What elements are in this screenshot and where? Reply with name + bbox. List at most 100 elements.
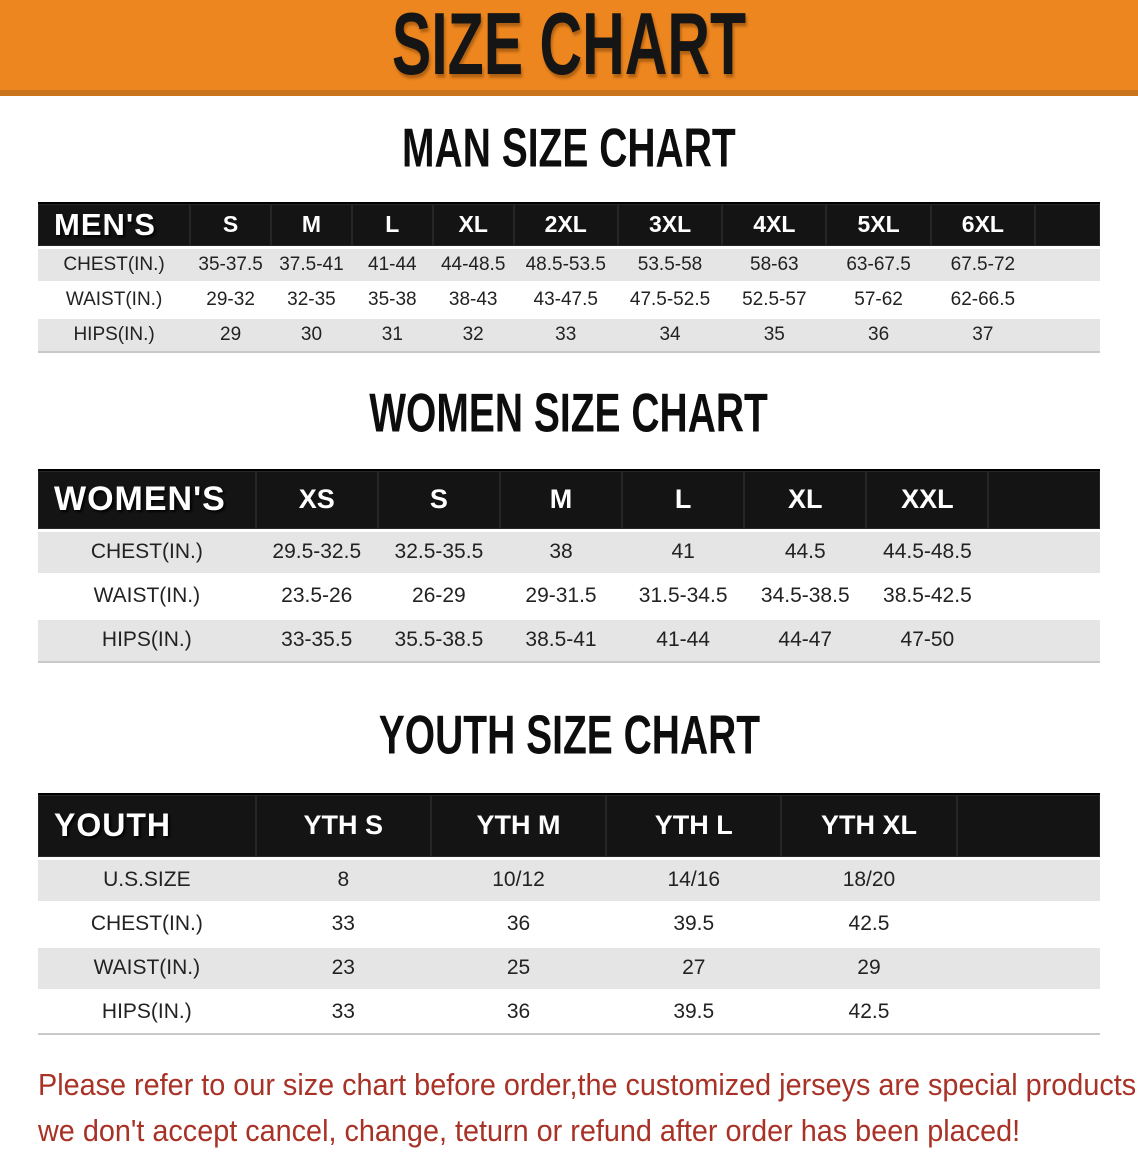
size-column-header: YTH XL — [781, 793, 957, 859]
size-value-cell: 37 — [930, 315, 1036, 352]
table-row: HIPS(IN.) 33 36 39.5 42.5 — [38, 988, 1100, 1034]
size-value-cell: 44-47 — [744, 616, 867, 662]
size-value-cell: 41-44 — [351, 245, 433, 282]
size-column-header: XS — [255, 469, 378, 531]
size-column-header: 6XL — [930, 202, 1036, 248]
order-disclaimer: Please refer to our size chart before or… — [38, 1063, 1138, 1155]
spacer-cell — [956, 793, 1100, 859]
size-value-cell: 35.5-38.5 — [377, 616, 500, 662]
size-value-cell: 33 — [255, 988, 431, 1034]
size-value-cell: 57-62 — [826, 280, 931, 317]
size-value-cell: 35-38 — [351, 280, 433, 317]
size-value-cell: 18/20 — [781, 856, 957, 902]
size-column-header: M — [499, 469, 623, 531]
size-column-header: S — [377, 469, 500, 531]
size-value-cell: 36 — [826, 315, 931, 352]
size-value-cell: 8 — [255, 856, 431, 902]
measure-label: U.S.SIZE — [38, 856, 256, 902]
spacer-cell — [1035, 202, 1100, 248]
size-value-cell: 41-44 — [622, 616, 745, 662]
size-value-cell: 63-67.5 — [826, 245, 931, 282]
men-size-table: MEN'S S M L XL 2XL 3XL 4XL 5XL 6XL CHEST(IN.) 35-37… — [38, 202, 1100, 353]
size-value-cell: 47.5-52.5 — [617, 280, 723, 317]
measure-label: WAIST(IN.) — [38, 944, 256, 990]
size-value-cell: 39.5 — [606, 988, 782, 1034]
size-column-header: M — [271, 202, 352, 248]
size-value-cell: 33 — [255, 900, 431, 946]
size-value-cell: 32 — [432, 315, 514, 352]
spacer-cell — [1035, 280, 1100, 317]
size-column-header: 2XL — [513, 202, 618, 248]
size-value-cell: 27 — [606, 944, 782, 990]
size-value-cell: 29-31.5 — [499, 572, 623, 618]
measure-label: WAIST(IN.) — [38, 280, 191, 317]
size-column-header: S — [190, 202, 272, 248]
size-value-cell: 36 — [430, 988, 607, 1034]
size-value-cell: 10/12 — [430, 856, 607, 902]
size-value-cell: 53.5-58 — [617, 245, 723, 282]
spacer-cell — [956, 856, 1100, 902]
size-column-header: XL — [432, 202, 514, 248]
women-size-section: WOMEN SIZE CHART WOMEN'S XS S M L XL XXL CHEST(… — [0, 382, 1138, 663]
table-row: WAIST(IN.) 23.5-26 26-29 29-31.5 31.5-34.5 34… — [38, 572, 1100, 618]
size-value-cell: 44.5-48.5 — [866, 528, 989, 574]
size-value-cell: 38.5-41 — [499, 616, 623, 662]
size-value-cell: 31.5-34.5 — [622, 572, 745, 618]
size-value-cell: 42.5 — [781, 988, 957, 1034]
size-value-cell: 34 — [617, 315, 723, 352]
size-value-cell: 31 — [351, 315, 433, 352]
size-value-cell: 30 — [271, 315, 352, 352]
measure-label: HIPS(IN.) — [38, 315, 191, 352]
size-column-header: XXL — [866, 469, 989, 531]
size-value-cell: 29-32 — [190, 280, 272, 317]
size-column-header: YTH M — [430, 793, 607, 859]
size-column-header: XL — [744, 469, 867, 531]
size-value-cell: 38.5-42.5 — [866, 572, 989, 618]
size-value-cell: 29 — [190, 315, 272, 352]
youth-size-section: YOUTH SIZE CHART YOUTH YTH S YTH M YTH L YTH… — [0, 704, 1138, 1035]
size-value-cell: 43-47.5 — [513, 280, 618, 317]
measure-label: HIPS(IN.) — [38, 988, 256, 1034]
measure-label: CHEST(IN.) — [38, 245, 191, 282]
size-column-header: L — [622, 469, 745, 531]
size-value-cell: 39.5 — [606, 900, 782, 946]
spacer-cell — [988, 616, 1100, 662]
size-column-header: YTH S — [255, 793, 431, 859]
size-column-header: 5XL — [826, 202, 931, 248]
size-column-header: 4XL — [722, 202, 827, 248]
table-group-label: WOMEN'S — [38, 469, 256, 531]
table-row: HIPS(IN.) 29 30 31 32 33 34 35 36 37 — [38, 315, 1100, 352]
spacer-cell — [1035, 245, 1100, 282]
size-value-cell: 29 — [781, 944, 957, 990]
table-group-label: MEN'S — [38, 202, 191, 248]
table-row: U.S.SIZE 8 10/12 14/16 18/20 — [38, 856, 1100, 902]
spacer-cell — [956, 900, 1100, 946]
size-value-cell: 41 — [622, 528, 745, 574]
size-value-cell: 32-35 — [271, 280, 352, 317]
spacer-cell — [988, 572, 1100, 618]
size-value-cell: 23 — [255, 944, 431, 990]
spacer-cell — [956, 988, 1100, 1034]
men-size-section: MAN SIZE CHART MEN'S S M L XL 2XL 3XL 4XL 5XL 6XL… — [0, 119, 1138, 353]
table-row: HIPS(IN.) 33-35.5 35.5-38.5 38.5-41 41-44 44-… — [38, 616, 1100, 662]
size-value-cell: 34.5-38.5 — [744, 572, 867, 618]
size-value-cell: 14/16 — [606, 856, 782, 902]
size-table-header-row: YOUTH YTH S YTH M YTH L YTH XL — [38, 793, 1100, 859]
women-section-heading: WOMEN SIZE CHART — [369, 382, 769, 444]
size-value-cell: 38 — [499, 528, 623, 574]
size-chart-banner: SIZE CHART — [0, 0, 1138, 96]
measure-label: WAIST(IN.) — [38, 572, 256, 618]
size-column-header: L — [351, 202, 433, 248]
size-value-cell: 58-63 — [722, 245, 827, 282]
size-table-header-row: WOMEN'S XS S M L XL XXL — [38, 469, 1100, 531]
size-value-cell: 44-48.5 — [432, 245, 514, 282]
size-column-header: YTH L — [606, 793, 782, 859]
size-value-cell: 33-35.5 — [255, 616, 378, 662]
table-row: CHEST(IN.) 29.5-32.5 32.5-35.5 38 41 44.5 44.5… — [38, 528, 1100, 574]
table-group-label: YOUTH — [38, 793, 256, 859]
youth-section-heading: YOUTH SIZE CHART — [378, 704, 760, 766]
size-value-cell: 38-43 — [432, 280, 514, 317]
size-value-cell: 62-66.5 — [930, 280, 1036, 317]
size-value-cell: 48.5-53.5 — [513, 245, 618, 282]
size-value-cell: 52.5-57 — [722, 280, 827, 317]
